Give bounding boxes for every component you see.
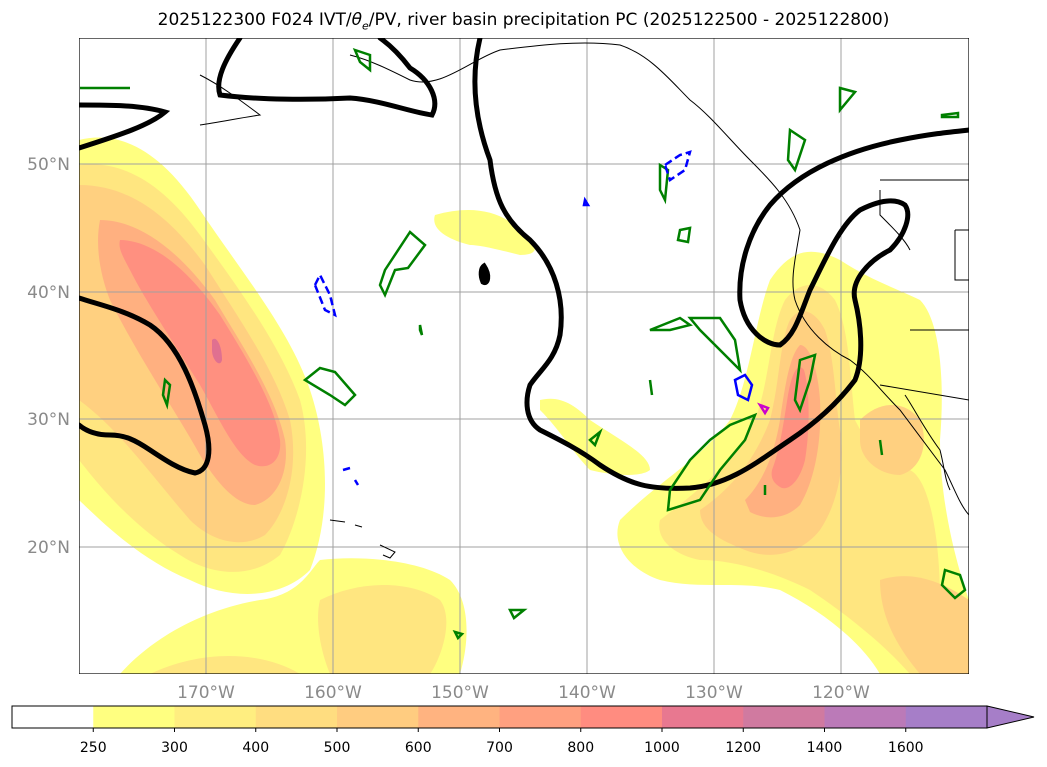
lon-label-140w: 140°W [558, 683, 616, 703]
colorbar-cell [174, 706, 257, 728]
lon-label-130w: 130°W [685, 683, 743, 703]
colorbar-cell [255, 706, 338, 728]
colorbar-cell [418, 706, 500, 728]
colorbar-cell [580, 706, 663, 728]
colorbar-cell [905, 706, 988, 728]
colorbar-tick-label: 500 [324, 740, 351, 756]
colorbar-tick-label: 1200 [725, 740, 761, 756]
colorbar-extend-arrow [986, 705, 1035, 729]
colorbar-tick-label: 250 [80, 740, 107, 756]
lat-label-50n: 50°N [27, 155, 70, 175]
ivt-blob-north [434, 210, 535, 255]
map-area [79, 38, 969, 674]
ivt-east-plume [617, 251, 969, 674]
colorbar-tick-label: 600 [405, 740, 432, 756]
max-marker [756, 402, 770, 416]
colorbar-cell [662, 706, 744, 728]
ivt-south-band [120, 558, 467, 674]
lon-label-150w: 150°W [431, 683, 489, 703]
colorbar-tick-label: 1400 [807, 740, 843, 756]
colorbar-tick-label: 700 [486, 740, 513, 756]
lat-label-20n: 20°N [27, 538, 70, 558]
lon-label-160w: 160°W [304, 683, 362, 703]
colorbar-cell [743, 706, 825, 728]
colorbar: 250 300 400 500 600 700 800 1000 1200 1400 1600 [11, 705, 1035, 756]
lat-label-40n: 40°N [27, 283, 70, 303]
theta-e-negative-contours [313, 150, 754, 486]
colorbar-tick-label: 300 [161, 740, 188, 756]
lat-label-30n: 30°N [27, 410, 70, 430]
lon-label-170w: 170°W [177, 683, 235, 703]
colorbar-tick-label: 1600 [888, 740, 924, 756]
lon-label-120w: 120°W [812, 683, 870, 703]
colorbar-tick-label: 800 [567, 740, 594, 756]
colorbar-tick-label: 1000 [644, 740, 680, 756]
colorbar-cell [93, 706, 175, 728]
colorbar-tick-label: 400 [242, 740, 269, 756]
theta-e-contours [80, 47, 967, 641]
map-title: 2025122300 F024 IVT/θe/PV, river basin p… [157, 10, 890, 33]
pv-contours [79, 38, 969, 491]
colorbar-cell [337, 706, 419, 728]
ivt-west-plume [79, 137, 325, 594]
graticule [79, 38, 969, 674]
colorbar-cell [824, 706, 907, 728]
colorbar-cell [12, 706, 94, 728]
colorbar-cell [499, 706, 582, 728]
